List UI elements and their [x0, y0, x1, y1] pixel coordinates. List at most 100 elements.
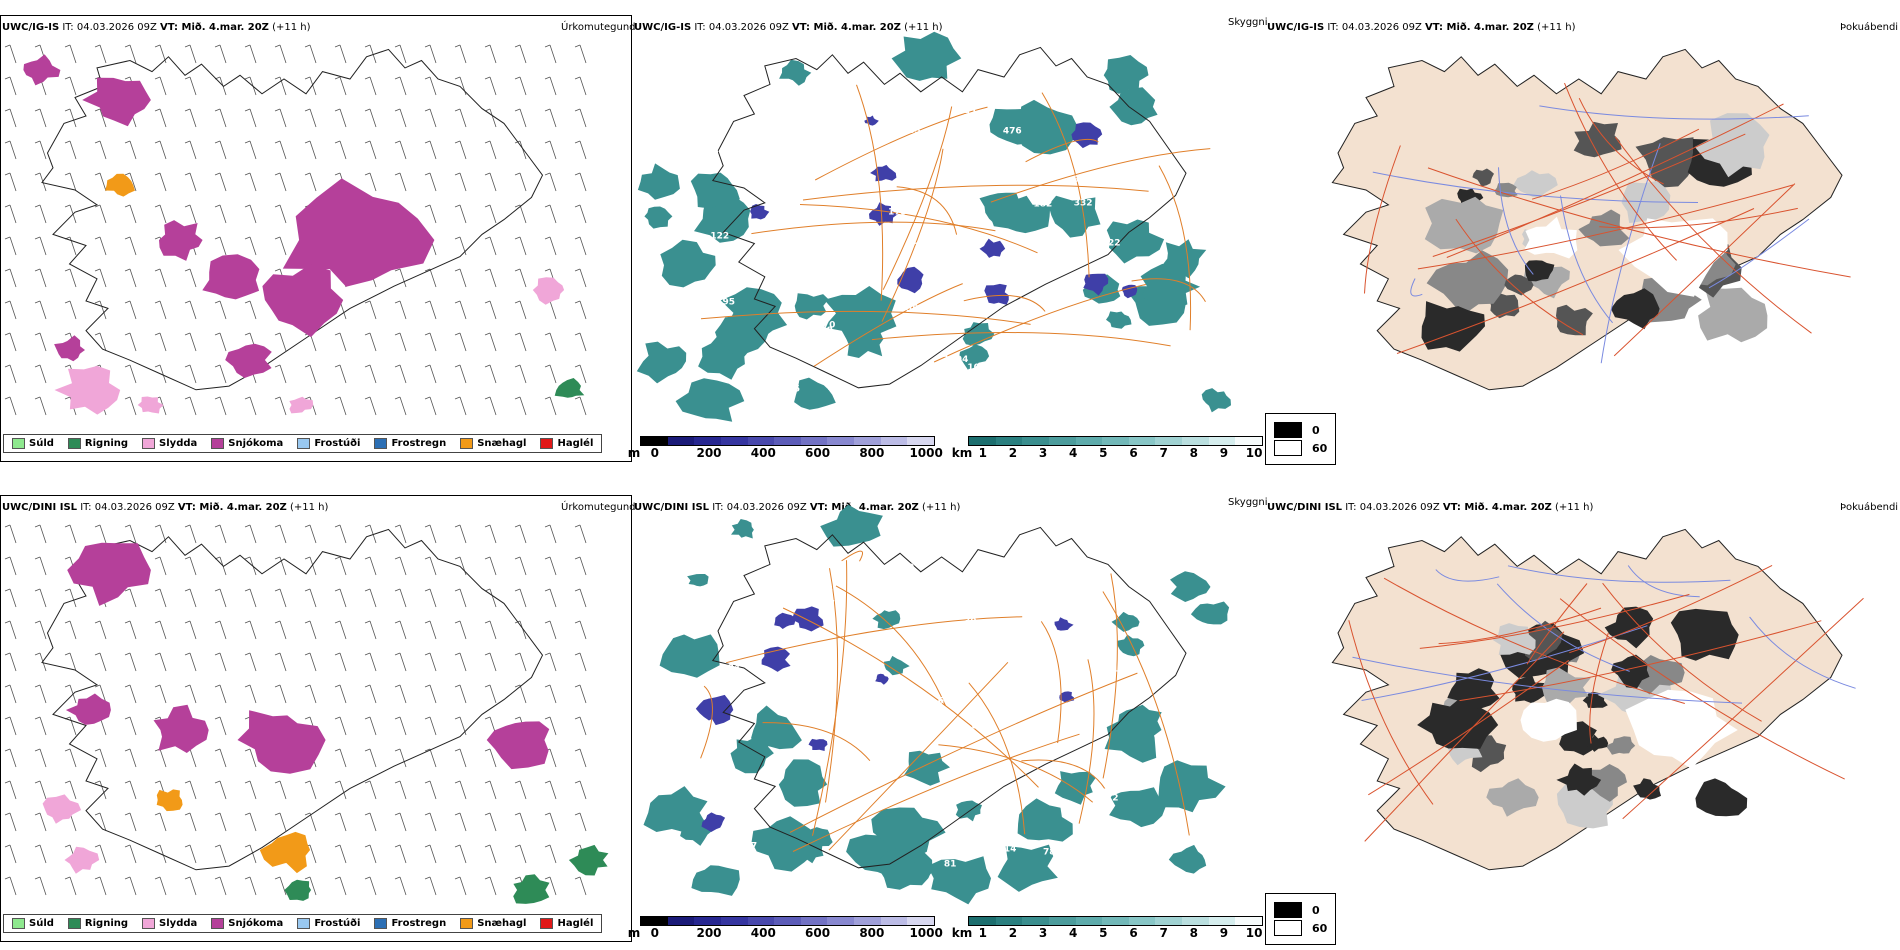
visibility-area: [1048, 195, 1101, 238]
colorbar-tick: 7: [1159, 446, 1168, 460]
visibility-area: [959, 344, 990, 370]
wind-barb: [484, 268, 497, 288]
river: [1496, 583, 1630, 672]
wind-barb: [394, 684, 407, 704]
precip-model-2: UWC/DINI ISL: [2, 502, 78, 513]
legend-swatch: [540, 918, 554, 929]
colorbar-segment: [747, 437, 775, 445]
wind-barb: [4, 396, 17, 416]
colorbar-segment: [720, 917, 748, 925]
cloud-base-area: [984, 283, 1009, 305]
visibility-area: [733, 308, 761, 326]
wind-barb: [64, 780, 77, 800]
glacier: [1524, 216, 1578, 259]
wind-barb: [304, 652, 317, 672]
wind-barb: [124, 780, 137, 800]
wind-barb: [484, 204, 497, 224]
visibility-area: [751, 816, 815, 872]
wind-barb: [184, 172, 197, 192]
colorbar-tick: 600: [805, 926, 831, 940]
land: [1331, 48, 1843, 391]
colorbar-segment: [1208, 917, 1236, 925]
wind-barb: [364, 588, 377, 608]
wind-barb: [394, 524, 407, 544]
wind-barb: [64, 108, 77, 128]
cloud-base-label: 283: [700, 146, 719, 156]
colorbar-segment: [1022, 437, 1049, 445]
fog-area: [1611, 654, 1650, 689]
colorbar-tick: 8: [1189, 926, 1199, 940]
wind-barb: [574, 780, 587, 800]
legend-label: Snæhagl: [477, 438, 527, 449]
wind-barb: [424, 780, 437, 800]
wind-barb: [424, 620, 437, 640]
wind-barb: [184, 556, 197, 576]
wind-barb: [394, 76, 407, 96]
fog-area: [1426, 250, 1509, 316]
wind-barb: [484, 76, 497, 96]
wind-barb: [64, 268, 77, 288]
wind-barb: [214, 332, 227, 352]
wind-barb: [424, 300, 437, 320]
fog-area: [1556, 763, 1602, 796]
vis-vt-1: VT: Mið. 4.mar. 20Z: [792, 22, 901, 33]
wind-barb: [364, 684, 377, 704]
colorbar-tick: 4: [1069, 926, 1078, 940]
wind-barb: [304, 44, 317, 64]
cloud-base-label: 88: [1102, 362, 1115, 372]
fog-lead-1: (+11 h): [1533, 22, 1576, 33]
legend-item: Súld: [12, 918, 54, 929]
wind-barb: [514, 524, 527, 544]
colorbar-segment: [774, 917, 801, 925]
cloud-base-label: 114: [998, 845, 1017, 855]
colorbar-segment: [1182, 437, 1209, 445]
wind-barb: [214, 684, 227, 704]
wind-barb: [154, 140, 167, 160]
wind-barb: [394, 780, 407, 800]
wind-barb: [94, 44, 107, 64]
height-colorbar-2: m 0 200 400 600 800 1000: [628, 916, 943, 940]
cloud-base-area: [869, 202, 899, 226]
road: [990, 148, 1211, 203]
fog-vt-2: VT: Mið. 4.mar. 20Z: [1442, 502, 1552, 513]
coastline: [41, 528, 544, 871]
wind-barb: [244, 812, 257, 832]
precip-area: [54, 365, 121, 415]
legend-item: Frostregn: [374, 918, 446, 929]
cloud-base-area: [1071, 122, 1103, 149]
cloud-base-label: 83: [958, 667, 971, 677]
colorbar-tick: 200: [696, 926, 722, 940]
wind-barb: [304, 364, 317, 384]
wind-barb: [214, 748, 227, 768]
fog-area: [1578, 209, 1630, 247]
wind-barb: [514, 364, 527, 384]
cloud-base-label: 176: [769, 584, 788, 594]
wind-barb: [184, 844, 197, 864]
wind-barb: [364, 76, 377, 96]
colorbar-tick: 1: [978, 446, 987, 460]
wind-barb: [184, 364, 197, 384]
cloud-base-label: 163: [902, 126, 921, 136]
precip-area: [262, 264, 344, 338]
wind-barb: [574, 684, 587, 704]
wind-barb: [154, 268, 167, 288]
wind-barb: [4, 364, 17, 384]
cloud-base-label: 355: [713, 268, 732, 278]
visibility-area: [997, 844, 1058, 892]
precip-model-1: UWC/IG-IS: [2, 22, 60, 33]
row-1: UWC/IG-IS IT: 04.03.2026 09Z VT: Mið. 4.…: [0, 0, 1900, 470]
wind-barb: [184, 876, 197, 896]
cloud-base-label: 969: [809, 583, 828, 593]
wind-barb: [394, 268, 407, 288]
wind-barb: [244, 684, 257, 704]
fog-area: [1513, 170, 1558, 198]
road: [1102, 573, 1118, 779]
wind-barb: [4, 620, 17, 640]
wind-barb: [124, 396, 137, 416]
wind-barb: [214, 140, 227, 160]
vis-model-2: UWC/DINI ISL: [634, 502, 710, 513]
wind-barb: [244, 204, 257, 224]
fog-area: [1489, 293, 1520, 319]
wind-barb: [94, 748, 107, 768]
wind-barb: [34, 684, 47, 704]
